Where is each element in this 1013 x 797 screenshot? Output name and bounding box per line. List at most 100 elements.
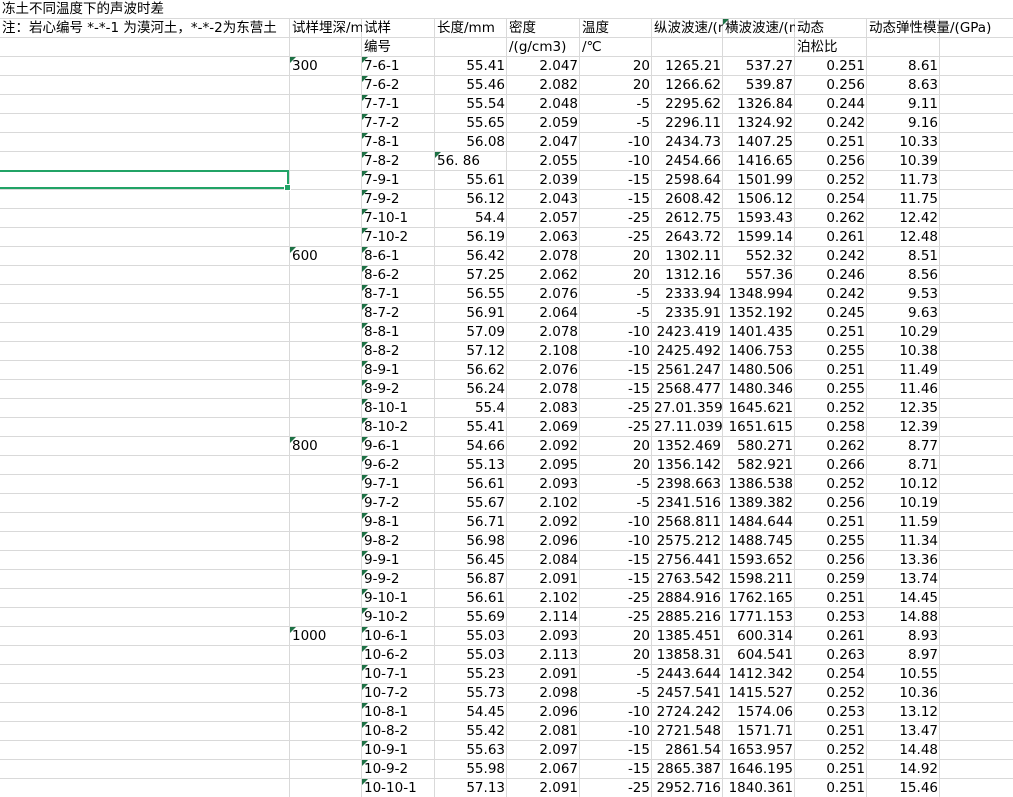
value-cell: 0.251 <box>826 324 865 340</box>
value-cell: 56.24 <box>466 381 505 397</box>
value-cell: 1645.621 <box>728 400 793 416</box>
value-cell: 2568.477 <box>656 381 721 397</box>
value-cell: 2.083 <box>539 400 578 416</box>
sample-id: 7-9-1 <box>362 171 435 190</box>
value-cell: 1593.43 <box>737 210 793 226</box>
value-cell: 0.262 <box>826 438 865 454</box>
value-cell: -15 <box>627 571 650 587</box>
value-cell: 2.057 <box>539 210 578 226</box>
column-line <box>794 19 795 797</box>
value-cell: 1480.506 <box>728 362 793 378</box>
value-cell: 0.255 <box>826 533 865 549</box>
value-cell: 2.076 <box>539 362 578 378</box>
value-cell: 11.59 <box>899 514 938 530</box>
sample-id: 9-7-1 <box>362 475 435 494</box>
value-cell: 13.12 <box>899 704 938 720</box>
value-cell: 1484.644 <box>728 514 793 530</box>
value-cell: 1324.92 <box>737 115 793 131</box>
value-cell: 20 <box>632 628 650 644</box>
value-cell: 55.42 <box>466 723 505 739</box>
value-cell: 55.69 <box>466 609 505 625</box>
depth-cell: 1000 <box>290 627 362 646</box>
sample-id: 8-7-2 <box>362 304 435 323</box>
value-cell: 20 <box>632 647 650 663</box>
value-cell: 13858.31 <box>656 647 721 663</box>
value-cell: 0.251 <box>826 134 865 150</box>
value-cell: 2333.94 <box>665 286 721 302</box>
value-cell: 12.48 <box>899 229 938 245</box>
value-cell: 2.078 <box>539 324 578 340</box>
sheet-title: 冻土不同温度下的声波时差 <box>2 1 164 17</box>
value-cell: 14.48 <box>899 742 938 758</box>
depth-cell: 300 <box>290 57 362 76</box>
value-cell: -25 <box>627 609 650 625</box>
sample-id: 10-8-2 <box>362 722 435 741</box>
value-cell: 1653.957 <box>728 742 793 758</box>
value-cell: 0.258 <box>826 419 865 435</box>
value-cell: 1501.99 <box>737 172 793 188</box>
column-header: 编号 <box>364 39 391 55</box>
value-cell: -5 <box>636 286 650 302</box>
value-cell: 1574.06 <box>737 704 793 720</box>
value-cell: 56.55 <box>466 286 505 302</box>
value-cell: 1571.71 <box>737 723 793 739</box>
value-cell: 2.063 <box>539 229 578 245</box>
value-cell: 1312.16 <box>665 267 721 283</box>
value-cell: 537.27 <box>745 58 793 74</box>
value-cell: 56.91 <box>466 305 505 321</box>
value-cell: 2.092 <box>539 438 578 454</box>
value-cell: 2.081 <box>539 723 578 739</box>
value-cell: 1762.165 <box>728 590 793 606</box>
value-cell: 2.064 <box>539 305 578 321</box>
value-cell: 0.255 <box>826 343 865 359</box>
value-cell: 0.261 <box>826 229 865 245</box>
sample-id: 9-6-2 <box>362 456 435 475</box>
sample-id: 8-6-1 <box>362 247 435 266</box>
value-cell: -25 <box>627 229 650 245</box>
column-line <box>506 19 507 797</box>
value-cell: 2.096 <box>539 704 578 720</box>
value-cell: 1326.84 <box>737 96 793 112</box>
value-cell: 0.245 <box>826 305 865 321</box>
value-cell: 0.251 <box>826 761 865 777</box>
value-cell: 0.256 <box>826 153 865 169</box>
value-cell: 2434.73 <box>665 134 721 150</box>
value-cell: 10.36 <box>899 685 938 701</box>
value-cell: 539.87 <box>745 77 793 93</box>
value-cell: 2295.62 <box>665 96 721 112</box>
value-cell: 8.56 <box>907 267 938 283</box>
sample-id: 10-7-2 <box>362 684 435 703</box>
value-cell: 10.12 <box>899 476 938 492</box>
value-cell: 54.4 <box>474 210 505 226</box>
value-cell: 2756.441 <box>656 552 721 568</box>
value-cell: 580.271 <box>737 438 793 454</box>
value-cell: 0.244 <box>826 96 865 112</box>
value-cell: 1352.469 <box>656 438 721 454</box>
column-line <box>361 19 362 797</box>
value-cell: 2.093 <box>539 476 578 492</box>
value-cell: 11.34 <box>899 533 938 549</box>
value-cell: 56.12 <box>466 191 505 207</box>
value-cell: 1416.65 <box>737 153 793 169</box>
sample-id: 7-10-2 <box>362 228 435 247</box>
value-cell: -25 <box>627 400 650 416</box>
value-cell: 0.254 <box>826 191 865 207</box>
value-cell: 55.98 <box>466 761 505 777</box>
value-cell: 0.252 <box>826 172 865 188</box>
selected-cell[interactable] <box>0 170 291 191</box>
sample-id: 9-9-1 <box>362 551 435 570</box>
depth-cell: 800 <box>290 437 362 456</box>
value-cell: 10.19 <box>899 495 938 511</box>
value-cell: -10 <box>627 704 650 720</box>
value-cell: 2763.542 <box>656 571 721 587</box>
column-header: 泊松比 <box>797 39 838 55</box>
value-cell: 2612.75 <box>665 210 721 226</box>
value-cell: 2.091 <box>539 780 578 796</box>
value-cell: 55.13 <box>466 457 505 473</box>
value-cell: 1407.25 <box>737 134 793 150</box>
value-cell: 2.047 <box>539 58 578 74</box>
value-cell: 55.65 <box>466 115 505 131</box>
value-cell: 57.25 <box>466 267 505 283</box>
column-line <box>651 19 652 797</box>
value-cell: 1771.153 <box>728 609 793 625</box>
